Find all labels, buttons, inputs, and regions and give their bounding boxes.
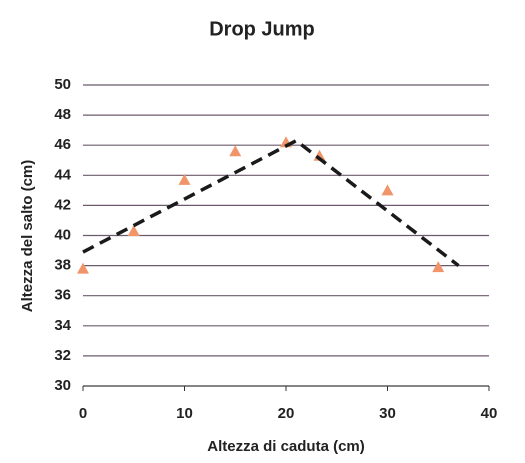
y-tick-label: 40 [54, 226, 71, 243]
x-tick-label: 20 [278, 405, 295, 422]
y-tick-label: 46 [54, 136, 71, 153]
data-point [127, 224, 140, 236]
y-tick-label: 34 [54, 317, 71, 334]
y-tick-label: 36 [54, 287, 71, 304]
data-point [229, 145, 242, 157]
y-tick-label: 30 [54, 377, 71, 394]
x-tick-label: 10 [176, 405, 193, 422]
y-tick-label: 50 [54, 76, 71, 93]
chart-title: Drop Jump [209, 18, 315, 40]
y-tick-label: 48 [54, 106, 71, 123]
x-axis-label: Altezza di caduta (cm) [207, 438, 365, 455]
trend-line [82, 138, 460, 267]
x-tick-label: 40 [481, 405, 498, 422]
y-tick-label: 42 [54, 196, 71, 213]
data-point [381, 184, 394, 196]
data-point [432, 261, 445, 273]
data-point [77, 262, 89, 274]
y-axis-label: Altezza del salto (cm) [19, 160, 36, 313]
y-tick-label: 38 [54, 257, 71, 274]
x-tick-label: 30 [379, 405, 396, 422]
y-tick-label: 44 [54, 166, 71, 183]
data-point [178, 173, 191, 185]
x-tick-label: 0 [79, 405, 87, 422]
y-tick-label: 32 [54, 347, 71, 364]
